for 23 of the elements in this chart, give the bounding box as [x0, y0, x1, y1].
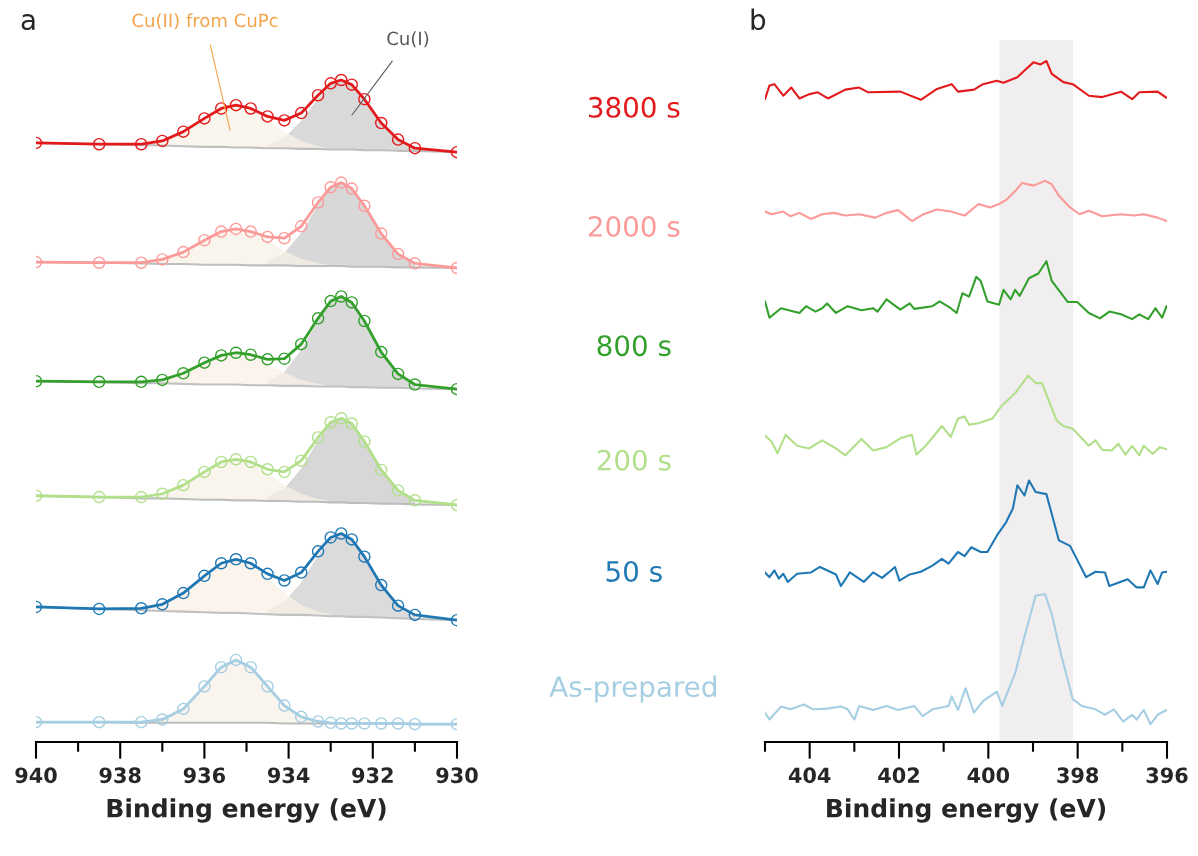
x-axis-title: Binding energy (eV): [827, 798, 1106, 823]
text: 3800 s: [588, 96, 680, 118]
text: 200 s: [597, 449, 671, 471]
x-tick-label: 934: [267, 767, 310, 784]
chart-title: b: [751, 8, 766, 31]
text: 2000 s: [588, 216, 680, 238]
text: Cu(I): [387, 31, 429, 48]
text: As-prepared: [549, 675, 716, 703]
chart-title: a: [21, 14, 35, 31]
text: Cu(II) from CuPc: [132, 13, 278, 30]
x-tick-label: 400: [967, 767, 1010, 784]
text: 800 s: [597, 335, 671, 357]
x-tick-label: 930: [436, 767, 478, 784]
x-tick-label: 398: [1057, 767, 1099, 784]
x-tick-label: 404: [788, 767, 831, 784]
x-tick-label: 938: [99, 767, 141, 784]
x-tick-label: 936: [183, 767, 226, 784]
x-tick-label: 396: [1146, 767, 1188, 784]
x-tick-label: 940: [15, 767, 57, 784]
text: 50 s: [606, 560, 662, 582]
x-tick-label: 932: [352, 767, 393, 784]
x-tick-label: 402: [878, 767, 919, 784]
x-axis-title: Binding energy (eV): [107, 798, 386, 823]
